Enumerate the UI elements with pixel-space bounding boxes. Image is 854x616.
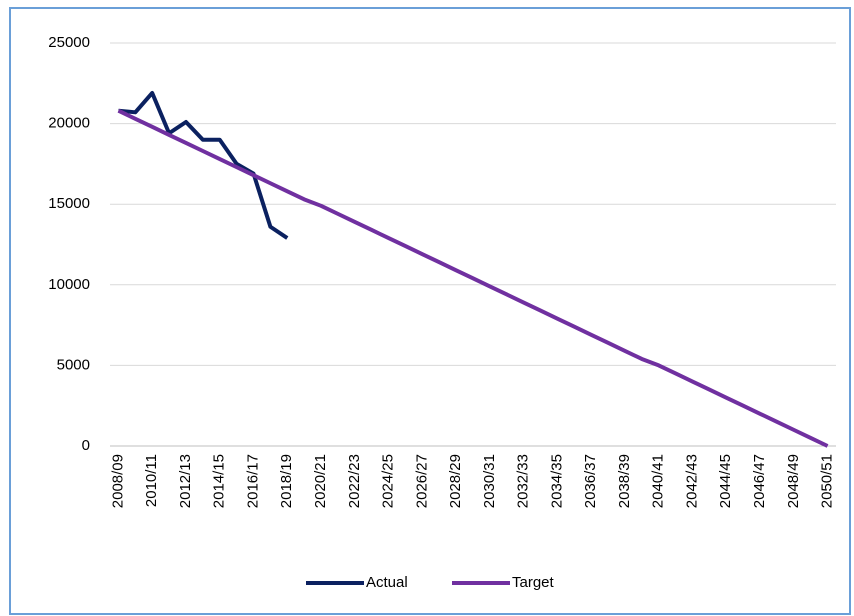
- x-tick-label: 2018/19: [278, 454, 295, 508]
- x-tick-label: 2046/47: [751, 454, 768, 508]
- x-tick-label: 2028/29: [447, 454, 464, 508]
- x-tick-label: 2016/17: [244, 454, 261, 508]
- x-tick-label: 2040/41: [650, 454, 667, 508]
- x-tick-label: 2042/43: [683, 454, 700, 508]
- chart-frame: [9, 7, 851, 615]
- x-tick-label: 2026/27: [413, 454, 430, 508]
- x-tick-label: 2050/51: [819, 454, 836, 508]
- x-tick-label: 2010/11: [143, 454, 160, 507]
- x-tick-label: 2022/23: [346, 454, 363, 508]
- series-line: [118, 90, 289, 240]
- x-tick-label: 2014/15: [211, 454, 228, 508]
- x-tick-label: 2020/21: [312, 454, 329, 508]
- x-tick-label: 2032/33: [515, 454, 532, 508]
- legend-label: Target: [512, 574, 555, 591]
- y-tick-label: 25000: [48, 34, 90, 51]
- y-tick-label: 10000: [48, 276, 90, 293]
- x-tick-label: 2048/49: [785, 454, 802, 508]
- x-tick-label: 2030/31: [481, 454, 498, 508]
- y-tick-label: 0: [82, 437, 90, 454]
- y-tick-label: 20000: [48, 115, 90, 132]
- x-tick-label: 2034/35: [548, 454, 565, 508]
- x-tick-label: 2038/39: [616, 454, 633, 508]
- x-tick-label: 2008/09: [109, 454, 126, 508]
- x-tick-label: 2012/13: [177, 454, 194, 508]
- x-tick-label: 2024/25: [380, 454, 397, 508]
- legend-label: Actual: [366, 574, 408, 591]
- y-tick-label: 15000: [48, 195, 90, 212]
- y-tick-label: 5000: [57, 356, 90, 373]
- series-line: [117, 108, 829, 448]
- x-tick-label: 2036/37: [582, 454, 599, 508]
- x-tick-label: 2044/45: [717, 454, 734, 508]
